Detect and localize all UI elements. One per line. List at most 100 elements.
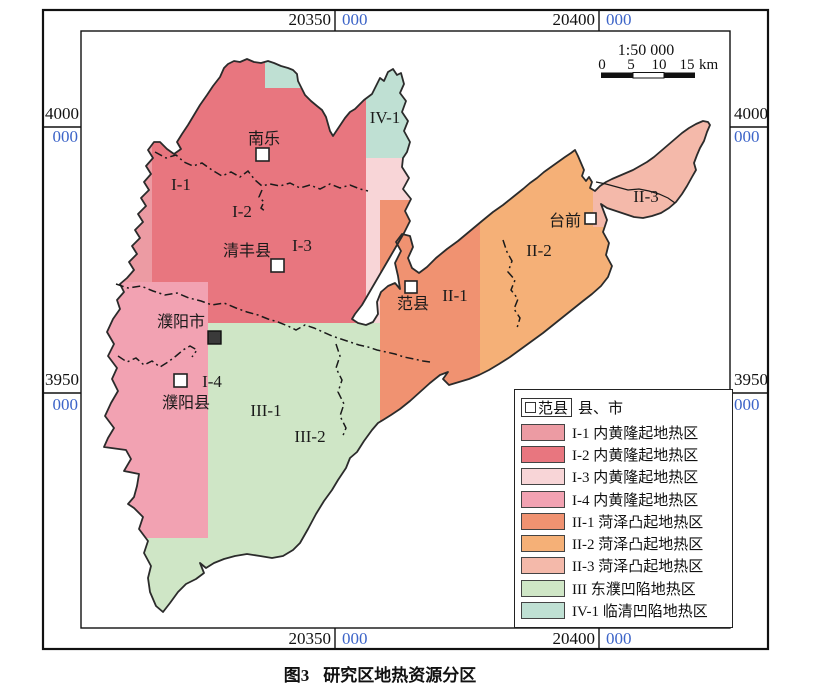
zone-label-I-1: I-1 <box>171 175 191 194</box>
county-square-icon <box>525 402 536 413</box>
scale-bar: 1:50 000 0 5 10 15 km <box>598 42 719 79</box>
caption-title: 研究区地热资源分区 <box>323 666 477 685</box>
legend-item: IV-1 临清凹陷地热区 <box>521 599 732 621</box>
legend-item: I-2 内黄隆起地热区 <box>521 443 732 465</box>
legend-item: II-2 菏泽凸起地热区 <box>521 532 732 554</box>
coord-left-4000-000: 000 <box>52 127 79 146</box>
legend-swatch <box>521 468 565 486</box>
frame-ticks <box>43 10 768 649</box>
legend-title-row: 范县 县、市 <box>521 397 732 418</box>
scale-tick-0: 0 <box>598 57 606 73</box>
figure-caption: 图3 研究区地热资源分区 <box>284 661 477 686</box>
caption-figure-number: 图3 <box>283 666 310 685</box>
city-label-taiqian: 台前 <box>549 212 581 230</box>
city-square-qingfeng <box>270 258 285 273</box>
legend-county-type: 县、市 <box>578 401 624 417</box>
city-square-taiqian <box>584 212 597 225</box>
scale-tick-15: 15 <box>680 57 695 73</box>
city-label-fanxian: 范县 <box>397 295 429 313</box>
legend-item: I-4 内黄隆起地热区 <box>521 488 732 510</box>
boundary-line-hook <box>258 189 267 213</box>
zone-label-II-2: II-2 <box>526 241 551 260</box>
legend-swatch <box>521 535 565 553</box>
scale-seg-1 <box>601 72 633 78</box>
coord-right-3950: 3950 <box>734 370 768 389</box>
legend-label: II-2 菏泽凸起地热区 <box>572 537 704 554</box>
city-label-qingfeng: 清丰县 <box>223 242 271 260</box>
legend-label: II-3 菏泽凸起地热区 <box>572 559 704 576</box>
legend-item: II-3 菏泽凸起地热区 <box>521 555 732 577</box>
boundary-line-II1-II2 <box>502 239 521 329</box>
scale-unit: km <box>699 57 719 73</box>
legend-county-box: 范县 <box>521 398 573 417</box>
zone-fill-I-1 <box>104 59 152 282</box>
legend-label: I-1 内黄隆起地热区 <box>572 425 699 442</box>
coord-bottom-20350-000: 000 <box>342 629 368 648</box>
legend-swatch <box>521 602 565 620</box>
legend-swatch <box>521 512 565 530</box>
scale-tick-10: 10 <box>652 57 667 73</box>
legend-county-name: 范县 <box>538 401 569 417</box>
city-labels: 南乐 清丰县 濮阳市 濮阳县 范县 台前 <box>157 130 581 412</box>
coord-left-3950-000: 000 <box>52 395 79 414</box>
legend-swatch <box>521 423 565 441</box>
legend-swatch <box>521 490 565 508</box>
coord-left-3950: 3950 <box>45 370 79 389</box>
city-square-puyangshi <box>207 330 222 345</box>
zone-label-III-1: III-1 <box>250 401 281 420</box>
city-square-puyangxian <box>173 373 188 388</box>
zone-fill-II-3 <box>593 100 710 227</box>
zone-label-II-1: II-1 <box>442 286 467 305</box>
legend: 范县 县、市 I-1 内黄隆起地热区 I-2 内黄隆起地热区 I-3 内黄隆起地热区… <box>514 389 733 628</box>
legend-label: III 东濮凹陷地热区 <box>572 581 696 598</box>
zone-label-II-3: II-3 <box>633 187 658 206</box>
boundary-line-puyangxian <box>117 345 199 368</box>
legend-item: I-1 内黄隆起地热区 <box>521 421 732 443</box>
coord-right-4000-000: 000 <box>734 127 760 146</box>
inner-frame <box>80 30 731 629</box>
legend-label: IV-1 临清凹陷地热区 <box>572 604 708 621</box>
boundary-line-puyang <box>115 283 431 363</box>
city-square-nanle <box>255 147 270 162</box>
scale-seg-3 <box>664 72 695 78</box>
legend-item: II-1 菏泽凸起地热区 <box>521 510 732 532</box>
boundary-dashdot-lines <box>115 151 521 439</box>
legend-label: II-1 菏泽凸起地热区 <box>572 514 704 531</box>
region-outline <box>103 58 711 613</box>
legend-item: III 东濮凹陷地热区 <box>521 577 732 599</box>
legend-label: I-3 内黄隆起地热区 <box>572 470 699 487</box>
zone-labels: I-1 I-2 I-3 I-4 II-1 II-2 II-3 III-1 III… <box>171 108 659 446</box>
coord-right-4000: 4000 <box>734 104 768 123</box>
legend-swatch <box>521 557 565 575</box>
coord-top-20350: 20350 <box>288 10 332 29</box>
coord-bottom-20350: 20350 <box>288 629 332 648</box>
city-label-puyangshi: 濮阳市 <box>157 313 205 331</box>
city-label-nanle: 南乐 <box>248 130 280 148</box>
legend-swatch <box>521 445 565 463</box>
scale-ratio: 1:50 000 <box>618 42 674 59</box>
legend-label: I-2 内黄隆起地热区 <box>572 447 699 464</box>
coord-top-20400-000: 000 <box>606 10 632 29</box>
zone-fill-IV-1b <box>265 59 301 88</box>
coord-top-20400: 20400 <box>552 10 596 29</box>
coord-bottom-20400: 20400 <box>552 629 596 648</box>
scale-tick-5: 5 <box>627 57 635 73</box>
outer-frame <box>41 8 770 651</box>
legend-items: I-1 内黄隆起地热区 I-2 内黄隆起地热区 I-3 内黄隆起地热区 I-4 内黄隆… <box>521 421 732 622</box>
zone-label-I-3: I-3 <box>292 236 312 255</box>
coord-right-3950-000: 000 <box>734 395 760 414</box>
coord-bottom-20400-000: 000 <box>606 629 632 648</box>
legend-item: I-3 内黄隆起地热区 <box>521 466 732 488</box>
zone-fill-II-1 <box>380 200 480 470</box>
boundary-line-north <box>154 151 369 192</box>
city-square-fanxian <box>404 280 418 294</box>
coord-top-20350-000: 000 <box>342 10 368 29</box>
zone-label-I-2: I-2 <box>232 202 252 221</box>
river-line <box>595 181 676 204</box>
coord-left-4000: 4000 <box>45 104 79 123</box>
legend-swatch <box>521 579 565 597</box>
zone-fill-IV-1 <box>366 59 430 158</box>
city-symbols <box>173 147 597 388</box>
